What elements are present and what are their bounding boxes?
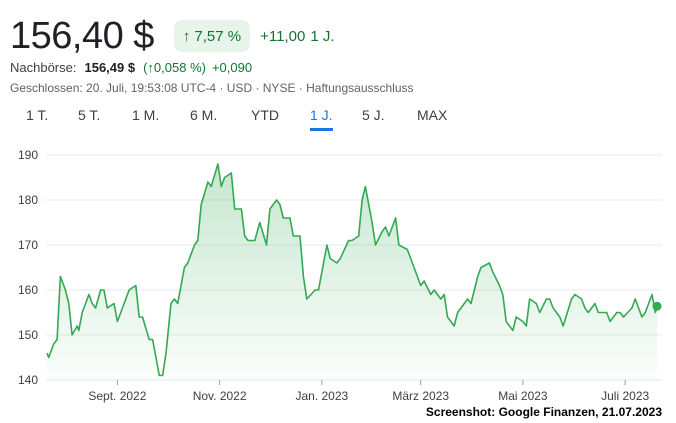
tab-ytd[interactable]: YTD [251,107,279,123]
current-price: 156,40 $ [10,15,154,57]
after-hours-label: Nachbörse: [10,60,77,75]
x-tick-label: Mai 2023 [498,389,548,403]
x-tick-label: Nov. 2022 [193,389,247,403]
price-area [47,164,657,380]
current-price-marker [652,301,662,311]
change-period: 1 J. [310,27,335,45]
change-absolute: +11,00 1 J. [260,28,334,45]
x-axis-ticks: Sept. 2022 Nov. 2022 Jan. 2023 März 2023 Mai… [88,380,649,403]
change-percent: 7,57 % [194,27,242,45]
tab-6-months[interactable]: 6 M. [190,107,218,123]
y-tick-label: 160 [18,283,38,297]
after-hours-change-absolute: +0,090 [211,60,253,75]
quote-header: 156,40 $ ↑ 7,57 % +11,00 1 J. [10,14,335,58]
y-axis-labels: 190 180 170 160 150 140 [18,148,38,387]
tab-5-days[interactable]: 5 T. [78,107,101,123]
y-tick-label: 180 [18,193,38,207]
range-tabs: 1 T. 5 T. 1 M. 6 M. YTD 1 J. 5 J. MAX [0,104,676,131]
tab-max[interactable]: MAX [417,107,448,123]
tab-1-month[interactable]: 1 M. [132,107,160,123]
price-chart[interactable]: 190 180 170 160 150 140 Sept. 2022 Nov. 2022 Ja… [0,140,676,405]
y-tick-label: 150 [18,328,38,342]
market-status: Geschlossen: 20. Juli, 19:53:08 UTC-4 · … [10,81,414,95]
change-absolute-value: +11,00 [260,27,306,45]
tab-5-years[interactable]: 5 J. [362,107,385,123]
after-hours-price: 156,49 $ [84,60,136,75]
after-hours-change-percent: (↑0,058 %) [143,60,206,75]
x-tick-label: Jan. 2023 [295,389,348,403]
after-hours-row: Nachbörse: 156,49 $ (↑0,058 %) +0,090 [10,60,252,75]
x-tick-label: Sept. 2022 [88,389,146,403]
y-tick-label: 170 [18,238,38,252]
x-tick-label: Juli 2023 [601,389,649,403]
y-tick-label: 140 [18,373,38,387]
arrow-up-icon: ↑ [182,27,191,45]
tab-1-day[interactable]: 1 T. [26,107,49,123]
y-tick-label: 190 [18,148,38,162]
x-tick-label: März 2023 [392,389,449,403]
screenshot-credit: Screenshot: Google Finanzen, 21.07.2023 [425,405,662,419]
change-percent-badge: ↑ 7,57 % [173,20,251,52]
tab-1-year[interactable]: 1 J. [310,104,333,131]
price-line [46,163,658,377]
